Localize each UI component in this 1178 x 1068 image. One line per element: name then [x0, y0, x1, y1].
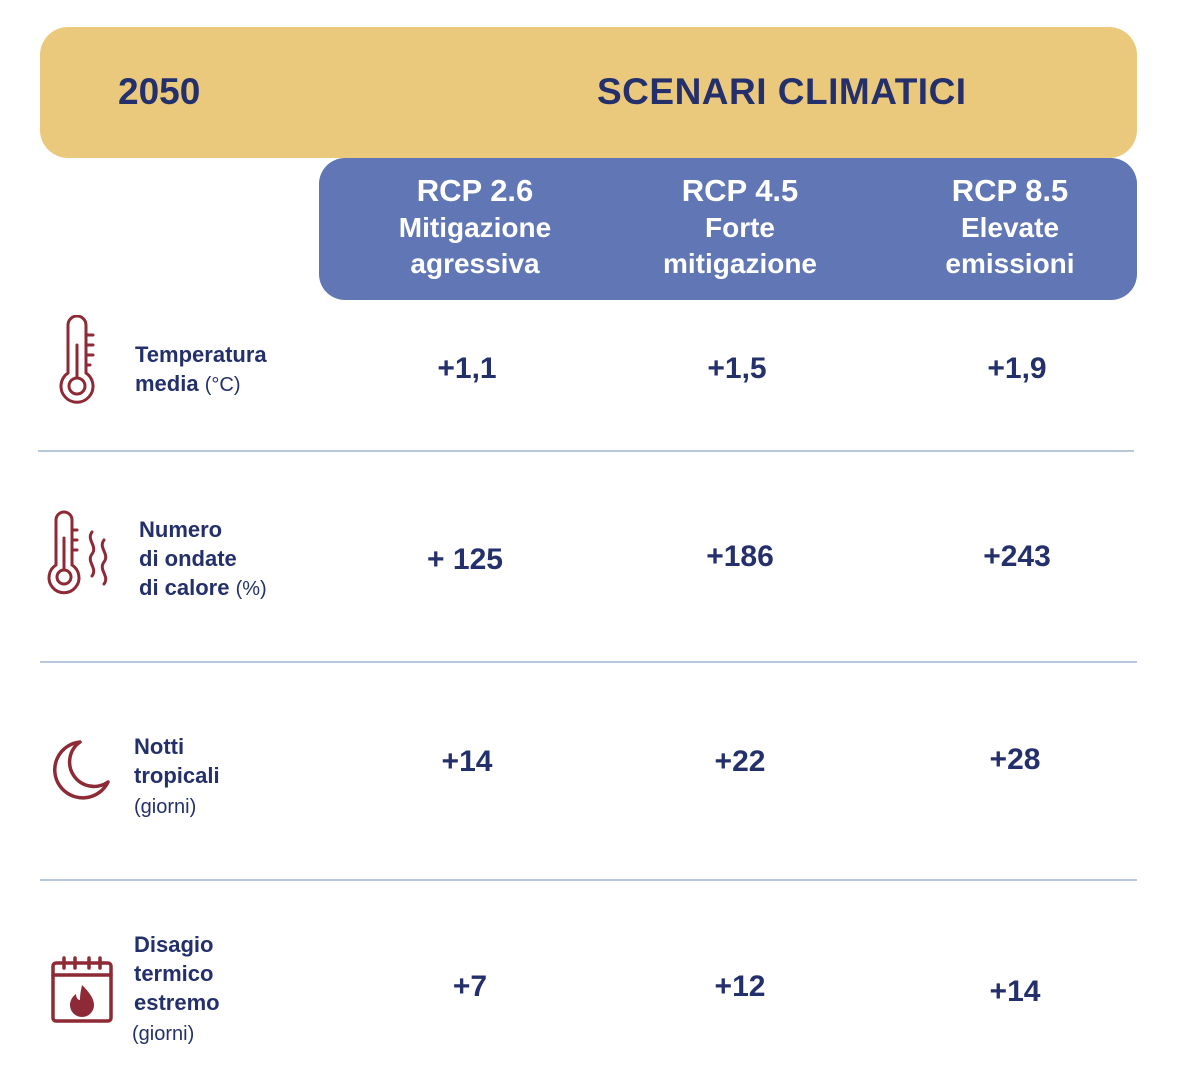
value-cell: +7	[452, 970, 488, 1003]
row-unit: (°C)	[204, 374, 241, 396]
scenario-code: RCP 8.5	[951, 173, 1069, 208]
title-banner: 2050 SCENARI CLIMATICI	[40, 27, 1137, 158]
value-cell: +12	[714, 970, 766, 1003]
value-cell: +28	[989, 743, 1041, 776]
heatwave-thermometer-icon	[47, 510, 108, 595]
row-label-text: Numero di ondate di calore	[139, 517, 237, 600]
moon-icon	[53, 740, 110, 800]
value-cell: +243	[983, 540, 1051, 573]
row-divider	[40, 879, 1137, 881]
value-cell: + 125	[427, 543, 503, 576]
value-cell: +1,5	[707, 352, 767, 385]
scenario-rcp85: RCP 8.5 Elevate emissioni	[874, 172, 1146, 282]
value-cell: +1,9	[987, 352, 1047, 385]
scenario-desc: Elevate emissioni	[945, 212, 1075, 279]
scenario-code: RCP 4.5	[681, 173, 799, 208]
thermometer-icon	[59, 315, 95, 404]
row-label: Disagio termico estremo	[134, 932, 220, 1015]
row-label: Notti tropicali	[134, 734, 220, 788]
year-label: 2050	[118, 71, 201, 112]
scenario-desc: Forte mitigazione	[662, 212, 817, 279]
value-cell: +22	[714, 745, 766, 778]
value-cell: +186	[706, 540, 774, 573]
value-cell: +14	[441, 745, 493, 778]
row-unit: (giorni)	[132, 1023, 195, 1045]
row-label: Temperatura media (°C)	[135, 340, 267, 400]
page-title: SCENARI CLIMATICI	[597, 71, 967, 112]
scenario-desc: Mitigazione agressiva	[398, 212, 552, 279]
value-cell: +1,1	[437, 352, 497, 385]
row-unit: (giorni)	[134, 796, 197, 818]
row-divider	[40, 661, 1137, 663]
row-divider	[38, 450, 1134, 452]
row-label-text: Temperatura media	[135, 342, 267, 396]
scenario-header: RCP 2.6 Mitigazione agressiva RCP 4.5 Fo…	[319, 158, 1137, 300]
value-cell: +14	[989, 975, 1041, 1008]
row-unit: (%)	[235, 578, 267, 600]
scenario-rcp45: RCP 4.5 Forte mitigazione	[604, 172, 876, 282]
calendar-fire-icon	[51, 956, 113, 1023]
scenario-rcp26: RCP 2.6 Mitigazione agressiva	[339, 172, 611, 282]
scenario-code: RCP 2.6	[416, 173, 534, 208]
row-label: Numero di ondate di calore (%)	[139, 515, 267, 604]
